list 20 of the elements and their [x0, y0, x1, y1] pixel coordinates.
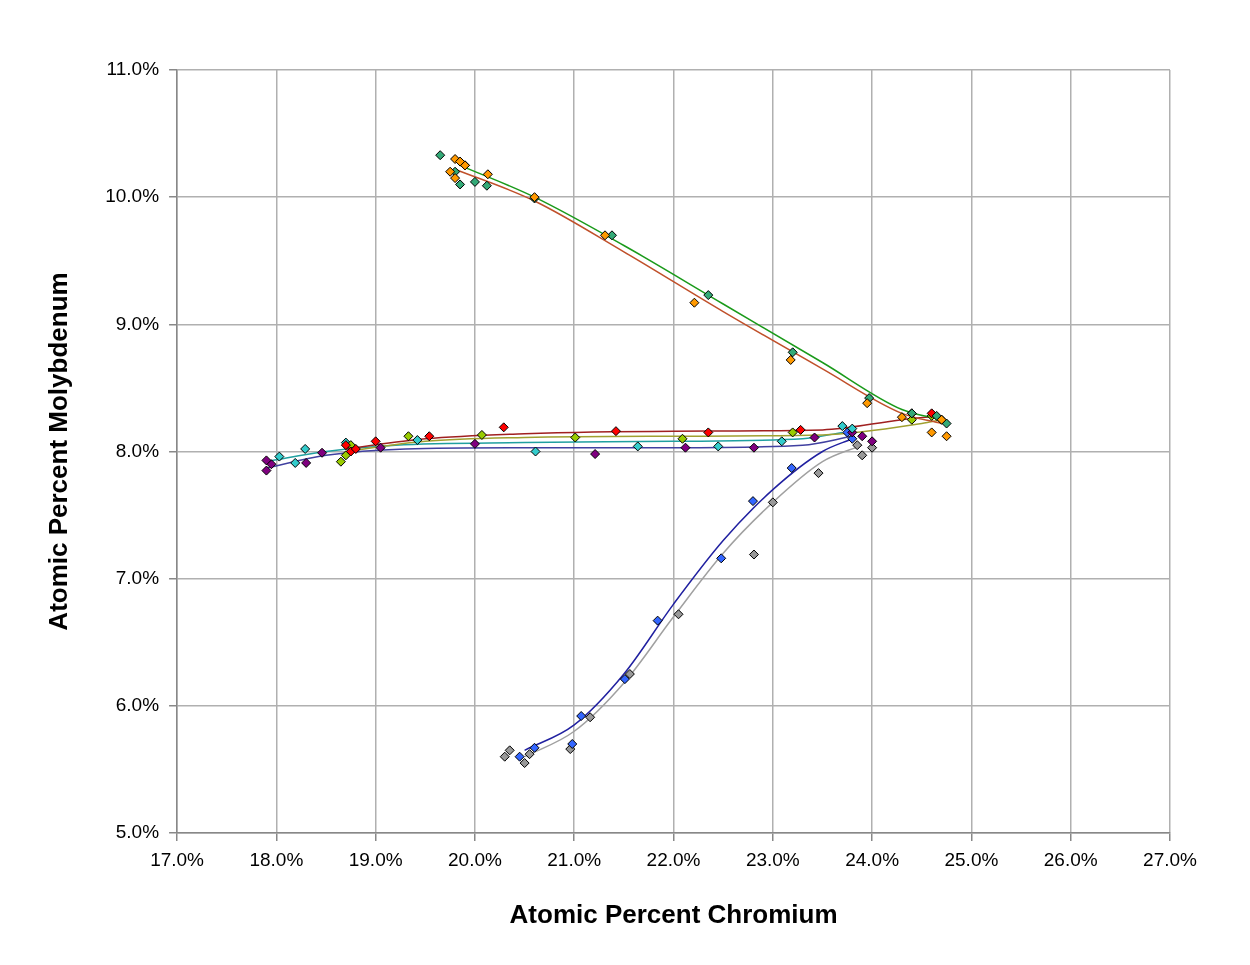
x-tick-label: 24.0%: [845, 848, 900, 870]
y-tick-label: 8.0%: [115, 439, 160, 461]
x-tick-label: 23.0%: [745, 848, 800, 870]
y-tick-label: 9.0%: [115, 312, 160, 334]
y-tick-label: 10.0%: [105, 185, 160, 207]
x-tick-label: 26.0%: [1043, 848, 1098, 870]
x-tick-label: 27.0%: [1143, 848, 1198, 870]
y-tick-label: 5.0%: [115, 821, 160, 843]
x-tick-label: 20.0%: [448, 848, 502, 870]
x-tick-label: 25.0%: [944, 848, 999, 870]
y-tick-label: 11.0%: [106, 58, 160, 80]
x-tick-label: 21.0%: [547, 848, 602, 870]
x-tick-label: 22.0%: [646, 848, 701, 870]
x-tick-label: 17.0%: [150, 848, 205, 870]
x-tick-label: 19.0%: [348, 848, 403, 870]
x-tick-label: 18.0%: [249, 848, 304, 870]
y-tick-label: 7.0%: [115, 566, 160, 588]
x-axis-title: Atomic Percent Chromium: [509, 898, 838, 929]
y-axis-title: Atomic Percent Molybdenum: [42, 272, 73, 631]
y-tick-label: 6.0%: [115, 694, 160, 716]
